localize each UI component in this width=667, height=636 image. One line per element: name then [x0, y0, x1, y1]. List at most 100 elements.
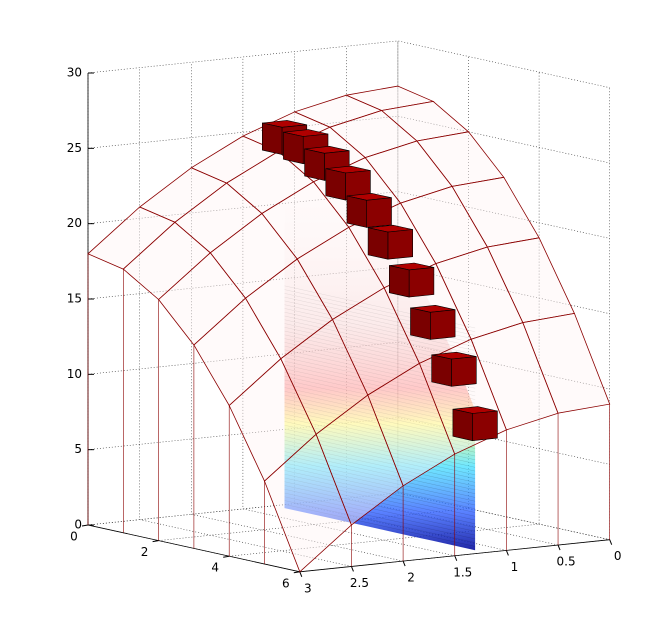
grid-line: [299, 87, 611, 573]
slab-stripe: [284, 360, 476, 404]
slab-stripe: [284, 364, 476, 408]
z-tick-label: 10: [67, 367, 82, 381]
x-tick: [223, 555, 230, 558]
bar-front: [431, 354, 452, 387]
slab-stripe: [284, 424, 476, 468]
bar-side: [429, 309, 456, 340]
slab-stripe: [284, 387, 476, 430]
bar-front: [325, 168, 346, 201]
grid-line: [87, 115, 610, 164]
slab-stripe: [284, 349, 476, 393]
slab-stripe: [284, 436, 476, 479]
slab-stripe: [284, 485, 476, 528]
y-tick: [402, 560, 406, 567]
slab-stripe: [284, 372, 476, 415]
grid-line: [229, 72, 540, 557]
slab-stripe: [284, 391, 476, 434]
bar-front: [283, 131, 304, 165]
slab-stripe: [284, 308, 476, 351]
slab-stripe: [284, 428, 476, 472]
slab-stripe: [284, 315, 476, 359]
slab-stripe: [284, 489, 476, 532]
y-tick: [557, 544, 561, 551]
slab-stripe: [284, 398, 476, 442]
y-tick-label: 0: [614, 549, 622, 563]
slab-stripe: [284, 376, 476, 419]
y-tick: [454, 555, 458, 561]
z-tick-label: 25: [67, 141, 82, 155]
bar-side: [451, 356, 477, 387]
slab-stripe: [284, 492, 476, 536]
slab-stripe: [284, 432, 476, 476]
slab-stripe: [284, 406, 476, 449]
grid-line: [87, 40, 610, 88]
grid-line: [242, 56, 455, 557]
slab-stripe: [284, 379, 476, 423]
y-tick-label: 2: [407, 571, 415, 585]
slab-stripe: [284, 496, 476, 540]
bar-front: [410, 307, 431, 340]
bar-front: [452, 408, 473, 442]
bar-side: [472, 410, 498, 442]
z-tick-label: 0: [74, 518, 82, 532]
bar-front: [261, 122, 283, 155]
slab-stripe: [284, 470, 476, 513]
slab-stripe: [284, 304, 476, 348]
grid-line: [139, 67, 352, 567]
y-tick-label: 1: [511, 560, 519, 574]
z-tick-label: 30: [67, 66, 82, 80]
slab-stripe: [284, 462, 476, 506]
y-tick: [609, 539, 613, 545]
y-tick-label: 3: [304, 581, 312, 595]
slab-stripe: [284, 447, 476, 491]
slab-stripe: [284, 311, 476, 355]
x-tick-label: 4: [211, 561, 219, 575]
slab-stripe: [284, 451, 476, 494]
slab: [284, 123, 476, 551]
slab-stripe: [284, 413, 476, 457]
slab-stripe: [284, 481, 476, 525]
slab-stripe: [284, 500, 476, 543]
bar-front: [367, 227, 389, 260]
slab-stripe: [284, 409, 476, 453]
x-tick-label: 2: [141, 545, 149, 559]
z-tick-label: 15: [67, 292, 82, 306]
grid-line: [87, 40, 399, 526]
y-tick: [350, 566, 354, 572]
slab-stripe: [284, 402, 476, 445]
slab-stripe: [284, 440, 476, 483]
y-tick: [299, 571, 303, 577]
grid-line: [191, 62, 404, 562]
bar-side: [366, 197, 392, 228]
bar-side: [387, 229, 414, 260]
bar-side: [408, 267, 435, 298]
slab-stripe: [284, 357, 476, 400]
slab-stripe: [284, 417, 476, 461]
y-tick-label: 1.5: [453, 565, 472, 579]
x-tick: [152, 540, 159, 543]
z-tick-label: 20: [67, 216, 82, 230]
x-tick: [293, 571, 300, 574]
slab-stripe: [284, 466, 476, 510]
x-tick: [81, 524, 89, 527]
grid-line: [158, 56, 469, 541]
slab-stripe: [284, 504, 476, 547]
slab-stripe: [284, 368, 476, 412]
slab-stripe: [284, 473, 476, 517]
bar-front: [346, 195, 368, 228]
slab-stripe: [284, 443, 476, 487]
y-tick-label: 0.5: [557, 555, 576, 569]
x-tick-label: 6: [282, 576, 290, 590]
bar-front: [388, 265, 410, 298]
bar-front: [304, 148, 325, 181]
surface-cell: [264, 433, 352, 573]
slab-stripe: [284, 455, 476, 498]
y-tick-label: 2.5: [350, 576, 369, 590]
slab-stripe: [284, 421, 476, 464]
slab-stripe: [284, 383, 476, 427]
x-tick-label: 0: [70, 530, 78, 544]
slab-stripe: [284, 458, 476, 502]
slab-stripe: [284, 353, 476, 397]
grid-line: [87, 417, 610, 465]
